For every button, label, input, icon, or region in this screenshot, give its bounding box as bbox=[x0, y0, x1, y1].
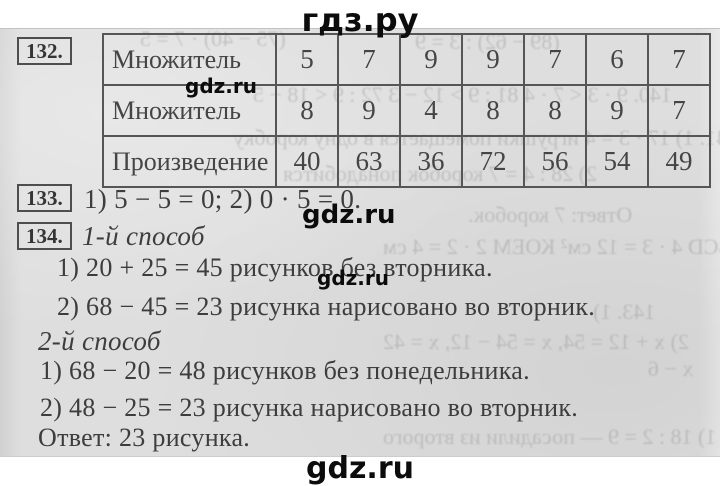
table-cell: 9 bbox=[337, 84, 401, 137]
table-cell: 7 bbox=[337, 33, 401, 86]
bleed-through-text: Ответ: 7 коробок. bbox=[468, 202, 633, 227]
bleed-through-text: 143. 1) bbox=[593, 299, 656, 324]
table-cell: 6 bbox=[585, 33, 649, 86]
table-cell: 40 bbox=[275, 135, 339, 188]
table-cell: 56 bbox=[523, 135, 587, 188]
method-1-step-2: 2) 68 − 45 = 23 рисунка нарисовано во вт… bbox=[57, 292, 596, 321]
table-cell: 7 bbox=[523, 33, 587, 86]
table-cell: 36 bbox=[399, 135, 463, 188]
method-2-step-1: 1) 68 − 20 = 48 рисунков без понедельник… bbox=[40, 356, 530, 385]
table-row-label: Множитель bbox=[102, 84, 277, 137]
table-row: Множитель 5 7 9 9 7 6 7 bbox=[102, 33, 711, 86]
table-cell: 63 bbox=[337, 135, 401, 188]
method-2-title: 2-й способ bbox=[38, 326, 161, 356]
bleed-through-text: х − 6 bbox=[648, 356, 694, 381]
table-cell: 9 bbox=[399, 33, 463, 86]
method-1-step-1: 1) 20 + 25 = 45 рисунков без вторника. bbox=[57, 253, 493, 282]
table-cell: 72 bbox=[461, 135, 525, 188]
problem-number-132: 132. bbox=[17, 37, 72, 65]
table-cell: 8 bbox=[523, 84, 587, 137]
table-cell: 7 bbox=[647, 33, 711, 86]
table-cell: 49 bbox=[647, 135, 711, 188]
problem-number-133: 133. bbox=[17, 184, 72, 212]
table-cell: 8 bbox=[461, 84, 525, 137]
site-logo-header: гдз.ру bbox=[301, 1, 419, 39]
site-logo-footer: gdz.ru bbox=[306, 451, 414, 486]
method-2-step-2: 2) 48 − 25 = 23 рисунка нарисовано во вт… bbox=[40, 393, 579, 422]
table-row-label: Произведение bbox=[102, 135, 277, 188]
gdz-watermark: gdz.ru bbox=[185, 74, 257, 98]
table-cell: 8 bbox=[275, 84, 339, 137]
multiplication-table: Множитель 5 7 9 9 7 6 7 Множитель 8 9 4 … bbox=[102, 33, 711, 188]
table-cell: 9 bbox=[461, 33, 525, 86]
table-row-label: Множитель bbox=[102, 33, 277, 86]
table-cell: 4 bbox=[399, 84, 463, 137]
table-cell: 7 bbox=[647, 84, 711, 137]
table-row: Произведение 40 63 36 72 56 54 49 bbox=[102, 135, 711, 188]
problem-number-134: 134. bbox=[17, 222, 72, 250]
gdz-watermark: gdz.ru bbox=[317, 266, 389, 290]
answer-line: Ответ: 23 рисунка. bbox=[38, 423, 251, 452]
bleed-through-text: 144. 1) 18 : 2 = 9 — посадили из второго bbox=[383, 424, 720, 449]
table-row: Множитель 8 9 4 8 8 9 7 bbox=[102, 84, 711, 137]
table-cell: 9 bbox=[585, 84, 649, 137]
problem-133-solution: 1) 5 − 5 = 0; 2) 0 · 5 = 0. bbox=[84, 184, 362, 214]
gdz-watermark: gdz.ru bbox=[302, 200, 396, 230]
table-cell: 54 bbox=[585, 135, 649, 188]
table-cell: 5 bbox=[275, 33, 339, 86]
method-1-title: 1-й способ bbox=[82, 221, 205, 251]
bleed-through-text: 2) x + 12 = 54, x = 54 − 12, x = 42 bbox=[383, 329, 689, 354]
